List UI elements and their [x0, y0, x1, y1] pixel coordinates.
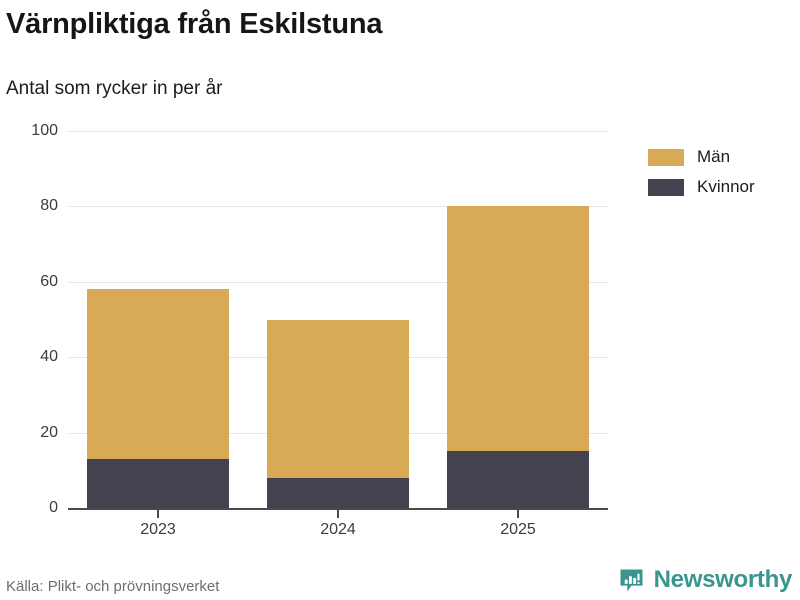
- page-title: Värnpliktiga från Eskilstuna: [6, 8, 383, 40]
- y-axis-tick-label: 20: [40, 423, 58, 441]
- legend-label: Män: [697, 147, 731, 166]
- brand-logo: Newsworthy: [618, 566, 792, 594]
- bar-segment-kvinnor-2023[interactable]: [87, 459, 229, 508]
- legend-item-kvinnor[interactable]: Kvinnor: [648, 172, 755, 202]
- legend-item-män[interactable]: Män: [648, 142, 755, 172]
- bar-segment-kvinnor-2024[interactable]: [267, 477, 409, 508]
- x-axis-tick-label-2024: 2024: [320, 521, 356, 538]
- gridline: [68, 281, 608, 283]
- y-axis-tick-label: 0: [49, 499, 58, 516]
- bar-segment-män-2025[interactable]: [447, 206, 589, 452]
- legend-swatch: [648, 148, 684, 166]
- bar-segment-män-2023[interactable]: [87, 289, 229, 459]
- x-axis-tick-mark: [337, 510, 339, 518]
- y-axis-tick-label: 80: [40, 197, 58, 215]
- brand-name: Newsworthy: [653, 566, 793, 593]
- legend-swatch: [648, 178, 684, 196]
- y-axis-tick-label: 60: [40, 272, 58, 290]
- source-note: Källa: Plikt- och prövningsverket: [6, 578, 220, 595]
- bar-chart-speech-bubble-icon: [618, 567, 645, 594]
- chart-subtitle: Antal som rycker in per år: [6, 78, 223, 99]
- bar-group-2024[interactable]: [267, 131, 409, 508]
- bar-segment-män-2024[interactable]: [267, 319, 409, 478]
- bar-segment-kvinnor-2025[interactable]: [447, 451, 589, 508]
- x-axis-tick-mark: [157, 510, 159, 518]
- gridline: [68, 206, 608, 208]
- bar-group-2025[interactable]: [447, 131, 589, 508]
- x-axis-line: [68, 508, 608, 510]
- chart-legend: Män Kvinnor: [648, 142, 755, 202]
- x-axis-tick-label-2025: 2025: [500, 521, 536, 538]
- bar-group-2023[interactable]: [87, 131, 229, 508]
- y-axis-tick-label: 100: [31, 122, 58, 139]
- plot-area: [68, 131, 608, 508]
- x-axis-tick-mark: [517, 510, 519, 518]
- x-axis-tick-label-2023: 2023: [140, 521, 176, 538]
- legend-label: Kvinnor: [697, 177, 755, 196]
- y-axis-tick-label: 40: [40, 348, 58, 366]
- gridline: [68, 131, 608, 132]
- y-axis-tick-labels: 0 20 40 60 80 100: [6, 122, 58, 516]
